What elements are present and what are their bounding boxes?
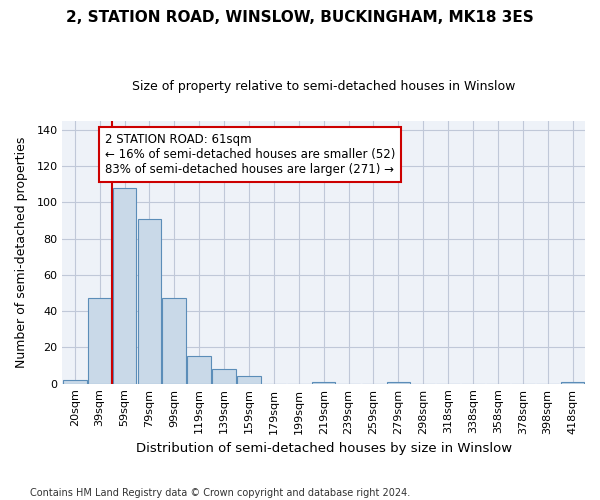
Bar (312, 382, 335, 384)
Y-axis label: Number of semi-detached properties: Number of semi-detached properties (15, 136, 28, 368)
Bar (113, 188, 136, 384)
Text: 2, STATION ROAD, WINSLOW, BUCKINGHAM, MK18 3ES: 2, STATION ROAD, WINSLOW, BUCKINGHAM, MK… (66, 10, 534, 25)
X-axis label: Distribution of semi-detached houses by size in Winslow: Distribution of semi-detached houses by … (136, 442, 512, 455)
Bar (561, 382, 584, 384)
Bar (63, 380, 86, 384)
Title: Size of property relative to semi-detached houses in Winslow: Size of property relative to semi-detach… (132, 80, 515, 93)
Bar (163, 298, 186, 384)
Bar (386, 382, 410, 384)
Bar (212, 369, 236, 384)
Bar (137, 218, 161, 384)
Bar (88, 298, 112, 384)
Bar (237, 376, 261, 384)
Text: 2 STATION ROAD: 61sqm
← 16% of semi-detached houses are smaller (52)
83% of semi: 2 STATION ROAD: 61sqm ← 16% of semi-deta… (104, 134, 395, 176)
Bar (187, 356, 211, 384)
Text: Contains HM Land Registry data © Crown copyright and database right 2024.: Contains HM Land Registry data © Crown c… (30, 488, 410, 498)
